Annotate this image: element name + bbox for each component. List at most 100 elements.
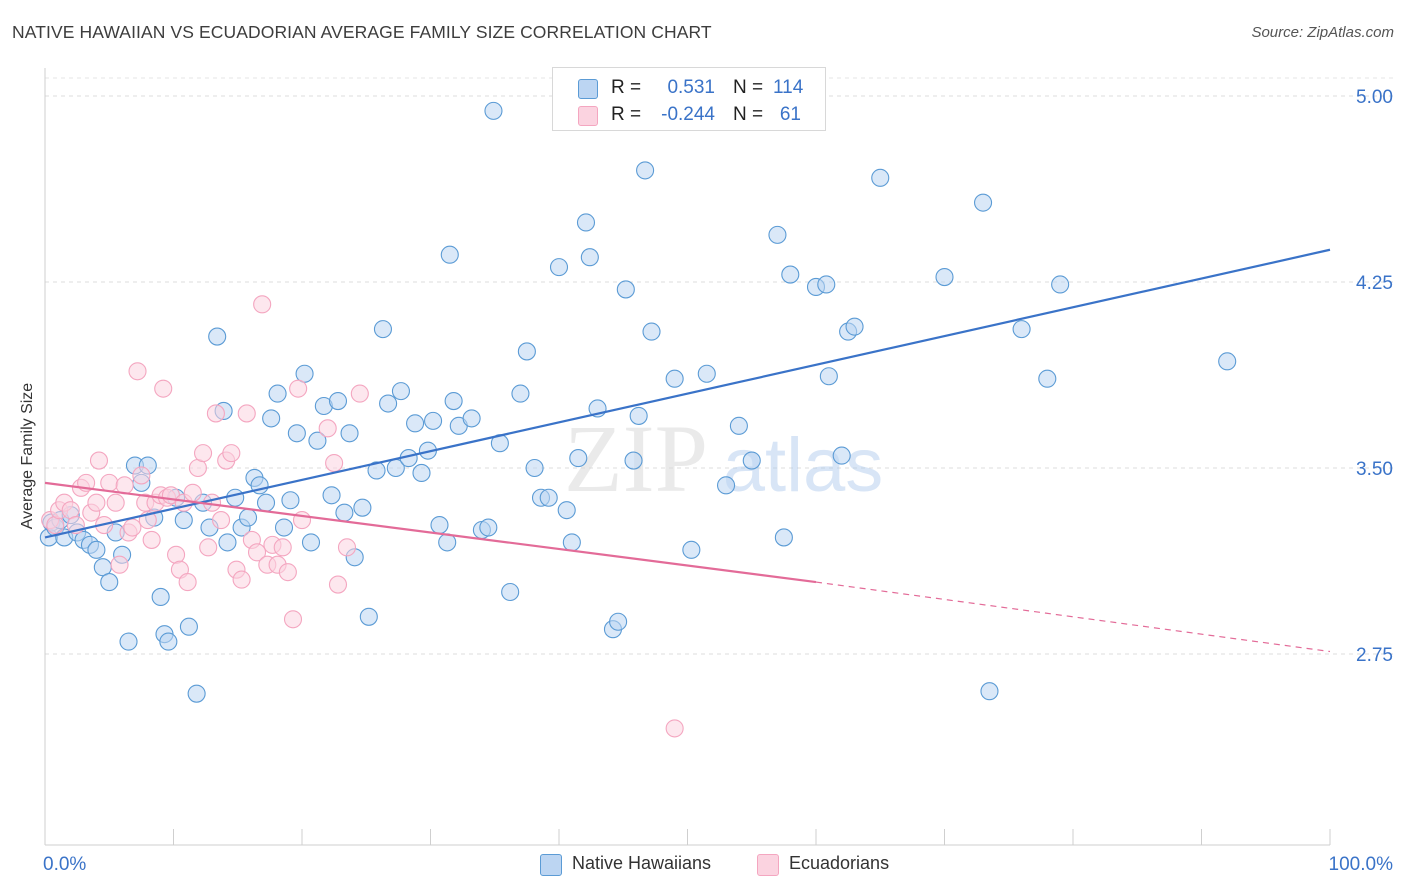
native-hawaiian-point: [262, 409, 281, 428]
native-hawaiian-point: [871, 168, 890, 187]
native-hawaiian-point: [412, 463, 431, 483]
legend-label: Native Hawaiians: [572, 853, 712, 873]
native-hawaiian-point: [479, 518, 498, 537]
y-tick-label: 5.00: [1356, 87, 1393, 108]
native-hawaiian-point: [569, 449, 588, 468]
stats-swatch-blue: [578, 79, 598, 99]
native-hawaiian-point: [430, 515, 449, 535]
stats-swatch-pink: [578, 106, 598, 126]
native-hawaiian-point: [444, 391, 463, 411]
native-hawaiian-point: [576, 213, 596, 232]
ecuadorian-point: [222, 444, 241, 463]
ecuadorian-point: [289, 379, 308, 398]
native-hawaiian-point: [682, 540, 701, 559]
ecuadorian-point: [253, 295, 272, 314]
native-hawaiian-point: [100, 573, 119, 592]
native-hawaiian-point: [256, 493, 276, 512]
native-hawaiian-point: [935, 267, 954, 287]
native-hawaiian-point: [187, 684, 206, 703]
native-hawaiian-point: [980, 682, 999, 701]
native-hawaiian-point: [174, 511, 193, 530]
stats-row-ecuadorians: R = -0.244 N = 61: [553, 101, 825, 127]
ecuadorian-point: [211, 511, 231, 530]
r-label: R =: [611, 104, 642, 125]
native-hawaiian-point: [742, 451, 761, 470]
native-hawaiian-point: [295, 364, 314, 383]
n-value: 61: [779, 104, 801, 125]
native-hawaiian-point: [562, 533, 581, 552]
native-hawaiian-point: [624, 451, 643, 470]
ecuadorian-point: [167, 545, 186, 564]
y-tick-label: 3.50: [1356, 459, 1393, 480]
native-hawaiian-point: [557, 501, 576, 520]
ecuadorian-point: [128, 362, 147, 381]
tick-labels: 2.75 3.50 4.25 5.00 0.0% 100.0%: [43, 87, 1393, 875]
ecuadorian-point: [154, 379, 173, 398]
native-hawaiian-point: [580, 248, 599, 267]
ecuadorian-point: [142, 530, 161, 549]
native-hawaiian-point: [440, 245, 459, 264]
ecuadorian-point: [132, 466, 151, 485]
ecuadorian-point: [325, 453, 344, 473]
ecuadorian-point: [350, 384, 369, 403]
native-hawaiian-point: [208, 327, 227, 346]
stats-row-native-hawaiians: R = 0.531 N = 114: [553, 74, 825, 100]
native-hawaiian-point: [373, 320, 393, 339]
ecuadorian-point: [278, 563, 297, 582]
native-hawaiian-point: [774, 528, 793, 547]
y-tick-label: 2.75: [1356, 645, 1393, 666]
ecuadorian-point: [283, 610, 303, 629]
legend-label: Ecuadorians: [789, 853, 890, 873]
ecuadorian-point: [199, 538, 218, 557]
native-hawaiian-point: [391, 382, 410, 401]
n-value: 114: [773, 77, 804, 98]
r-value: -0.244: [661, 104, 715, 125]
native-hawaiian-point: [697, 364, 716, 383]
grid-lines: [45, 77, 1393, 655]
native-hawaiian-point: [817, 275, 836, 294]
native-hawaiian-point: [119, 632, 138, 651]
y-tick-label: 4.25: [1356, 273, 1393, 294]
r-value: 0.531: [667, 77, 715, 98]
native-hawaiian-point: [616, 280, 635, 299]
trend-line-native-hawaiians: [44, 248, 1331, 539]
n-label: N =: [733, 77, 764, 98]
x-tick-label: 100.0%: [1329, 854, 1394, 875]
ecuadorian-point: [87, 493, 106, 512]
native-hawaiian-point: [287, 424, 306, 443]
native-hawaiian-point: [340, 424, 359, 443]
ecuadorian-point: [328, 575, 348, 594]
ecuadorian-point: [337, 538, 357, 557]
ecuadorian-point: [247, 543, 267, 562]
ecuadorian-point: [178, 573, 197, 592]
native-hawaiian-point: [226, 488, 245, 507]
ecuadorian-point: [194, 444, 213, 463]
native-hawaiian-point: [367, 461, 386, 480]
legend-swatch-pink: [757, 854, 779, 876]
native-hawaiian-point: [819, 367, 838, 386]
ecuadorian-point: [123, 518, 142, 537]
native-hawaiian-point: [379, 394, 398, 413]
native-hawaiian-point: [973, 193, 993, 212]
axes: [44, 68, 1331, 846]
native-hawaiian-point: [729, 416, 748, 435]
native-hawaiian-point: [462, 409, 481, 428]
native-hawaiian-point: [539, 488, 558, 507]
native-hawaiian-point: [159, 632, 178, 651]
native-hawaiian-point: [268, 384, 287, 403]
ecuadorian-point: [89, 451, 109, 470]
r-label: R =: [611, 77, 642, 98]
native-hawaiian-point: [629, 406, 648, 425]
ecuadorian-point: [183, 483, 202, 502]
source-label: Source: ZipAtlas.com: [1251, 24, 1394, 41]
native-hawaiian-point: [87, 540, 106, 559]
trend-line-ecuadorians-extension: [815, 581, 1331, 653]
native-hawaiian-point: [636, 161, 655, 180]
native-hawaiian-point: [511, 384, 530, 403]
native-hawaiian-point: [1038, 369, 1057, 388]
native-hawaiian-point: [281, 491, 300, 510]
legend: Native Hawaiians Ecuadorians: [0, 852, 1406, 878]
ecuadorian-point: [100, 473, 119, 492]
native-hawaiian-point: [665, 369, 684, 388]
native-hawaiian-point: [517, 342, 536, 361]
